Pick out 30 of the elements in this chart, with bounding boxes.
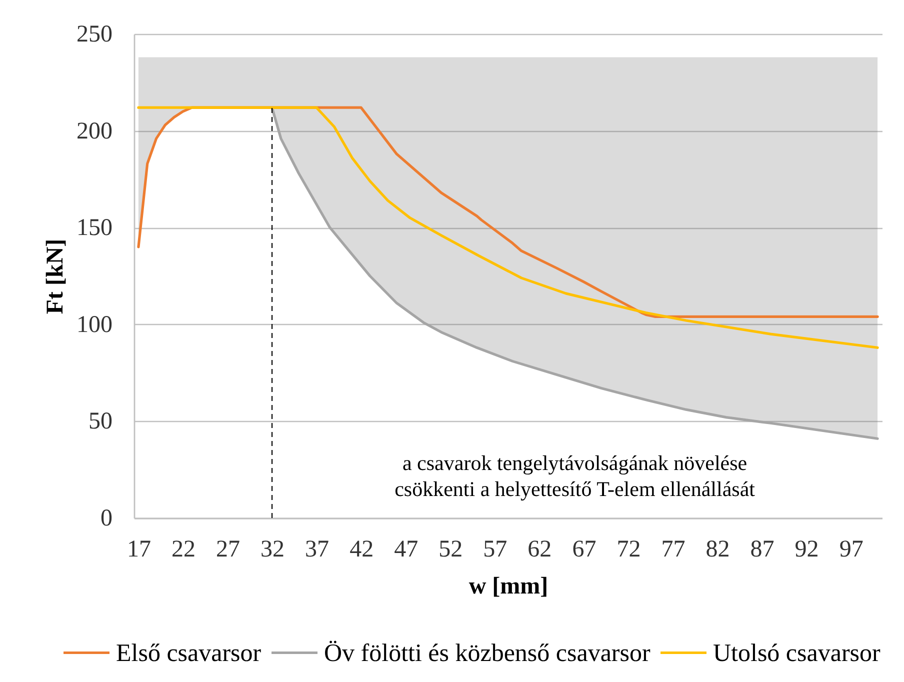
x-tick-label: 82 xyxy=(706,536,730,562)
y-tick-label: 100 xyxy=(76,312,112,338)
annotation: a csavarok tengelytávolságának növelése csökkenti a helyettesítő T-elem ellenállását xyxy=(394,451,756,501)
x-tick-label: 72 xyxy=(616,536,641,562)
y-tick-label: 250 xyxy=(76,22,112,48)
x-tick-label: 42 xyxy=(350,536,374,562)
x-tick-label: 62 xyxy=(528,536,552,562)
y-tick-label: 150 xyxy=(76,215,112,242)
x-tick-label: 32 xyxy=(260,536,285,562)
x-axis-title: w [mm] xyxy=(468,574,548,600)
y-tick-label: 0 xyxy=(100,506,112,532)
x-tick-label: 92 xyxy=(794,536,819,562)
x-tick-label: 27 xyxy=(216,536,240,562)
x-tick-label: 87 xyxy=(750,536,774,562)
x-tick-label: 17 xyxy=(126,536,151,562)
line-series xyxy=(270,106,879,440)
legend-label: Első csavarsor xyxy=(116,640,262,667)
x-tick-label: 77 xyxy=(661,536,686,562)
x-tick-label: 97 xyxy=(839,536,864,562)
x-tick-label: 67 xyxy=(572,536,596,562)
legend-label: Öv fölötti és közbenső csavarsor xyxy=(324,640,651,667)
x-tick-label: 47 xyxy=(394,536,418,562)
y-tick-label: 50 xyxy=(88,408,112,435)
y-axis-title: Ft [kN] xyxy=(42,238,68,314)
x-tick-label: 57 xyxy=(483,536,508,562)
x-tick-label: 37 xyxy=(305,536,330,562)
x-tick-label: 52 xyxy=(438,536,463,562)
y-tick-label: 200 xyxy=(76,118,112,144)
legend-label: Utolsó csavarsor xyxy=(713,640,881,667)
x-tick-label: 22 xyxy=(171,536,196,562)
